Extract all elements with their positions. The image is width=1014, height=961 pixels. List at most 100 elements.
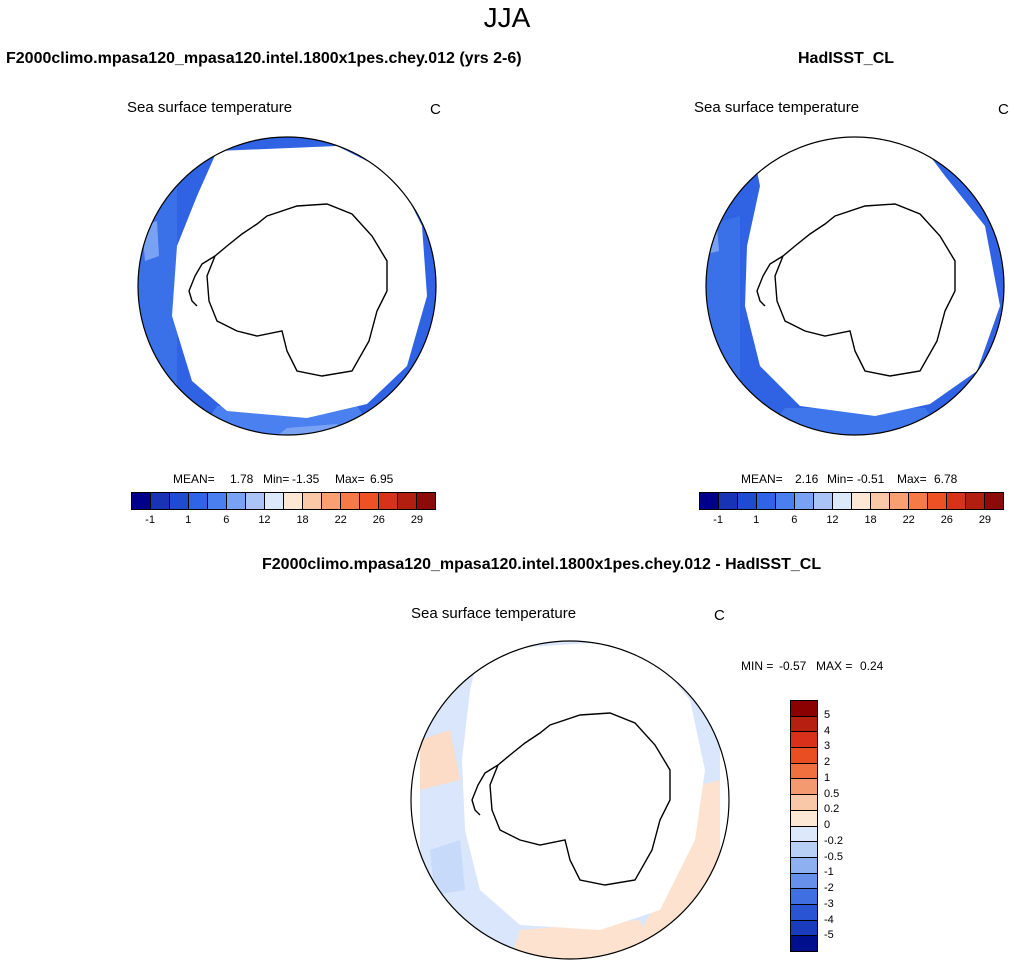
colorbar-tick-label: 6 [791, 514, 798, 526]
colorbar-tick-label: 22 [902, 514, 915, 526]
diff-min-value: -0.57 [779, 659, 807, 673]
colorbar-tick-label: 22 [334, 514, 347, 526]
panel-1-colorbar [131, 492, 436, 510]
colorbar-tick-label: 29 [410, 514, 424, 526]
panel-2-map [705, 136, 1005, 436]
colorbar-swatch [947, 493, 966, 509]
map-boundary [137, 136, 437, 436]
colorbar-swatch [791, 732, 817, 749]
colorbar-tick-label: 0 [824, 819, 831, 831]
colorbar-swatch [132, 493, 151, 509]
diff-max-value: 0.24 [860, 659, 884, 673]
colorbar-swatch [791, 873, 817, 890]
colorbar-tick-label: 12 [826, 514, 839, 526]
colorbar-swatch [966, 493, 985, 509]
panel-2-mean-value: 2.16 [795, 472, 819, 486]
colorbar-tick-label: -4 [824, 913, 834, 926]
colorbar-tick-label: 0.5 [824, 787, 840, 800]
colorbar-swatch [791, 904, 817, 921]
panel-2-max-label: Max= [897, 472, 927, 486]
colorbar-swatch [791, 763, 817, 780]
colorbar-tick-label: 26 [372, 514, 385, 526]
colorbar-swatch [360, 493, 379, 509]
diff-colorbar [790, 700, 818, 952]
diff-variable: Sea surface temperature [411, 605, 577, 622]
diff-max-label: MAX = [816, 659, 853, 673]
peninsula-coastline [471, 764, 499, 816]
colorbar-tick-label: 18 [864, 514, 877, 526]
colorbar-swatch [208, 493, 227, 509]
sea-ice-region [462, 641, 705, 930]
colorbar-swatch [284, 493, 303, 509]
colorbar-tick-label: 18 [296, 514, 309, 526]
map-boundary [410, 640, 730, 960]
colorbar-tick-label: -0.5 [824, 850, 843, 863]
colorbar-swatch [227, 493, 246, 509]
colorbar-tick-label: -2 [824, 882, 834, 894]
colorbar-tick-label: 2 [824, 756, 831, 768]
colorbar-swatch [791, 701, 817, 717]
colorbar-swatch [852, 493, 871, 509]
colorbar-swatch [417, 493, 435, 509]
panel-1-mean-label: MEAN= [173, 472, 215, 486]
colorbar-swatch [379, 493, 398, 509]
panel-2-min-label: Min= [827, 472, 854, 486]
colorbar-swatch [738, 493, 757, 509]
diff-min-label: MIN = [741, 659, 774, 673]
diff-units: C [714, 607, 725, 624]
colorbar-swatch [265, 493, 284, 509]
colorbar-tick-label: 29 [978, 514, 992, 526]
colorbar-swatch [928, 493, 947, 509]
panel-1-mean-value: 1.78 [230, 472, 254, 486]
colorbar-swatch [985, 493, 1003, 509]
sea-ice-region [172, 146, 427, 418]
colorbar-swatch [791, 936, 817, 951]
colorbar-swatch [791, 716, 817, 733]
antarctica-coastline [206, 203, 388, 377]
panel-2-mean-label: MEAN= [741, 472, 783, 486]
colorbar-swatch [151, 493, 170, 509]
colorbar-tick-label: 1 [824, 771, 831, 784]
panel-1-min-label: Min= [263, 472, 290, 486]
colorbar-tick-label: -1 [713, 514, 723, 526]
panel-1-max-label: Max= [335, 472, 365, 486]
colorbar-swatch [890, 493, 909, 509]
diff-title: F2000climo.mpasa120_mpasa120.intel.1800x… [262, 556, 822, 573]
colorbar-swatch [791, 795, 817, 811]
antarctica-coastline [489, 712, 671, 886]
panel-2-case-title: HadISST_CL [798, 50, 895, 67]
colorbar-swatch [909, 493, 928, 509]
colorbar-tick-label: 1 [753, 514, 760, 526]
colorbar-swatch [700, 493, 719, 509]
colorbar-tick-label: -1 [145, 514, 155, 526]
diff-map [410, 640, 730, 960]
colorbar-swatch [791, 857, 817, 874]
season-title: JJA [483, 2, 531, 33]
panel-2-max-value: 6.78 [934, 472, 958, 486]
warm-band-west [138, 176, 177, 435]
colorbar-tick-label: -5 [824, 929, 834, 942]
colorbar-swatch [871, 493, 890, 509]
colorbar-swatch [398, 493, 417, 509]
colorbar-swatch [719, 493, 738, 509]
map-boundary [705, 136, 1005, 436]
colorbar-tick-label: 3 [824, 740, 831, 753]
colorbar-tick-label: 6 [223, 514, 230, 526]
colorbar-swatch [791, 826, 817, 843]
colorbar-swatch [189, 493, 208, 509]
panel-1-variable: Sea surface temperature [127, 99, 293, 116]
colorbar-tick-label: 0.2 [824, 803, 840, 816]
colorbar-tick-label: -0.2 [824, 834, 843, 847]
antarctica-coastline [774, 203, 956, 377]
colorbar-swatch [795, 493, 814, 509]
colorbar-swatch [791, 842, 817, 858]
colorbar-swatch [303, 493, 322, 509]
colorbar-swatch [170, 493, 189, 509]
colorbar-swatch [833, 493, 852, 509]
sea-ice-region [745, 137, 1000, 416]
colorbar-tick-label: 5 [824, 708, 831, 721]
colorbar-swatch [791, 810, 817, 827]
colorbar-tick-label: -3 [824, 897, 834, 910]
panel-1-min-value: -1.35 [292, 472, 320, 486]
panel-1-map [137, 136, 437, 436]
